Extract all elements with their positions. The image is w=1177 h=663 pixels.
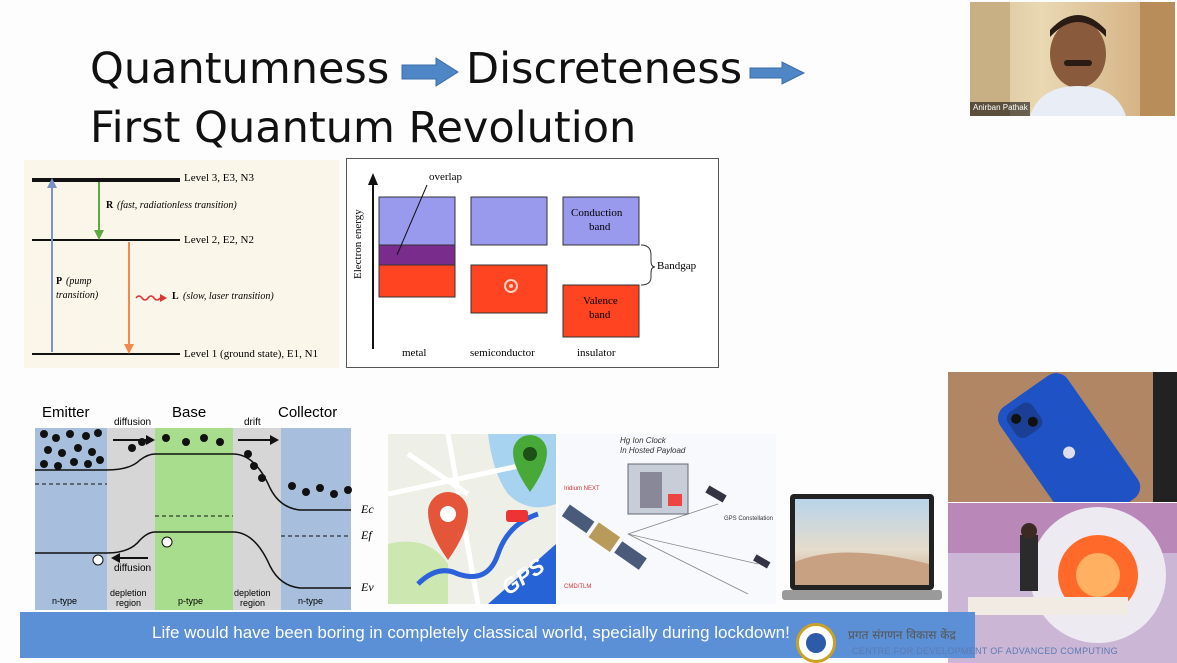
- p-description-1: (pump: [66, 276, 92, 287]
- satellite-clock-graphic: [561, 463, 771, 595]
- participant-name: Anirban Pathak: [973, 103, 1028, 112]
- laptop-graphic: [782, 494, 942, 600]
- transistor-diagram: Emitter Base Collector diffusion drift d…: [30, 398, 382, 610]
- presenter-video: [970, 2, 1175, 116]
- level-1-label: Level 1 (ground state), E1, N1: [184, 348, 319, 360]
- depletion-right-label-2: region: [240, 598, 266, 608]
- satellite-clock-image: Hg Ion Clock In Hosted Payload Iridium N…: [558, 434, 776, 604]
- banner-text: Life would have been boring in completel…: [152, 623, 790, 642]
- ef-label: Ef: [361, 528, 372, 542]
- band-diagram-graphic: [368, 173, 656, 349]
- webcam-feed: Anirban Pathak: [970, 2, 1175, 116]
- cdac-logo-emblem: [796, 623, 836, 663]
- electron-energy-axis: Electron energy: [352, 209, 364, 279]
- r-label: R: [106, 200, 114, 211]
- mri-graphic: [948, 503, 1177, 663]
- transistor-graphic: [35, 428, 352, 610]
- clock-title-2: In Hosted Payload: [620, 446, 686, 455]
- laser-level-diagram: Level 3, E3, N3 Level 2, E2, N2 Level 1 …: [24, 160, 339, 368]
- valence-label-2: band: [589, 309, 611, 321]
- l-description: (slow, laser transition): [183, 291, 274, 302]
- mri-photo: [948, 503, 1177, 663]
- category-metal: metal: [402, 347, 427, 359]
- title-discreteness: Discreteness: [466, 44, 743, 94]
- level-3-label: Level 3, E3, N3: [184, 172, 254, 184]
- diffusion-top-label: diffusion: [114, 417, 152, 428]
- p-label: P: [56, 276, 63, 287]
- cmd-tlm-label: CMD/TLM: [564, 584, 592, 590]
- emitter-label: Emitter: [42, 404, 90, 421]
- r-description: (fast, radiationless transition): [117, 200, 237, 211]
- clock-title-1: Hg Ion Clock: [620, 436, 666, 445]
- ptype-label: p-type: [178, 596, 204, 606]
- iphone-photo: [948, 372, 1177, 502]
- iphone-graphic: [948, 372, 1177, 502]
- iridium-label: Iridium NEXT: [564, 486, 600, 492]
- ec-label: Ec: [361, 502, 374, 516]
- title-quantumness: Quantumness: [90, 44, 390, 94]
- title-arrow-2: [749, 61, 806, 85]
- ev-label: Ev: [361, 580, 374, 594]
- bandgap-label: Bandgap: [657, 260, 697, 272]
- conduction-label-1: Conduction: [571, 207, 623, 219]
- base-label: Base: [172, 404, 207, 421]
- gps-map-graphic: [388, 434, 556, 604]
- title-arrow-1: [401, 57, 459, 87]
- overlap-label: overlap: [429, 171, 462, 183]
- ntype-left-label: n-type: [52, 596, 78, 606]
- drift-label: drift: [244, 417, 261, 428]
- depletion-left-label-1: depletion: [110, 588, 147, 598]
- level-2-label: Level 2, E2, N2: [184, 234, 254, 246]
- gps-map-image: GPS: [388, 434, 556, 604]
- cdac-logo-hindi: प्रगत संगणन विकास केंद्र: [848, 628, 956, 642]
- gps-constellation-label: GPS Constellation: [724, 516, 774, 522]
- p-description-2: transition): [56, 290, 99, 301]
- depletion-right-label-1: depletion: [234, 588, 271, 598]
- valence-label-1: Valence: [583, 295, 618, 307]
- l-label: L: [172, 291, 179, 302]
- diffusion-bottom-label: diffusion: [114, 563, 152, 574]
- laser-diagram-graphic: [32, 178, 180, 355]
- title-first-quantum-revolution: First Quantum Revolution: [90, 103, 637, 153]
- cdac-logo-english: CENTRE FOR DEVELOPMENT OF ADVANCED COMPU…: [852, 646, 1118, 656]
- collector-label: Collector: [278, 404, 338, 421]
- conduction-label-2: band: [589, 221, 611, 233]
- category-semiconductor: semiconductor: [470, 347, 535, 359]
- ntype-right-label: n-type: [298, 596, 324, 606]
- band-diagram: Electron energy overlap Conduction band …: [346, 158, 719, 368]
- category-insulator: insulator: [577, 347, 616, 359]
- depletion-left-label-2: region: [116, 598, 142, 608]
- laptop-image: [782, 492, 942, 604]
